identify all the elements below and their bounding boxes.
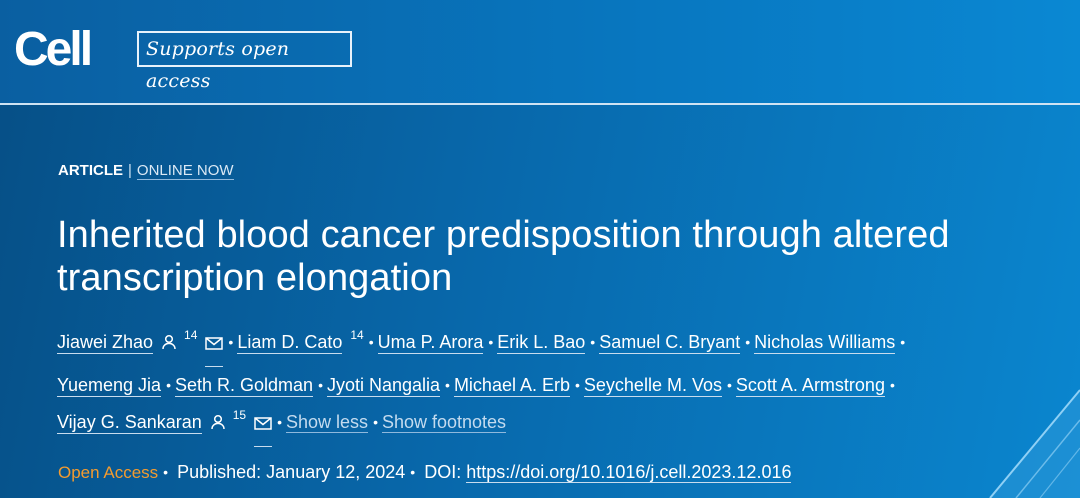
separator-dot: • (318, 376, 323, 393)
author-item[interactable]: Liam D. Cato 14 (237, 329, 364, 354)
published-date: January 12, 2024 (266, 462, 406, 482)
separator-dot: • (726, 376, 732, 393)
show-footnotes-button[interactable]: Show footnotes (381, 412, 507, 433)
author-name[interactable]: Scott A. Armstrong (735, 374, 885, 397)
author-name[interactable]: Erik L. Bao (497, 332, 586, 354)
author-name[interactable]: Seth R. Goldman (174, 374, 314, 397)
separator-dot: • (166, 376, 171, 393)
separator-dot: • (373, 414, 378, 430)
author-item[interactable]: Yuemeng Jia (57, 374, 162, 397)
footnote-number[interactable]: 14 (184, 328, 198, 342)
show-less-button[interactable]: Show less (286, 412, 369, 433)
published-label: Published: (177, 462, 262, 482)
mail-icon[interactable] (205, 326, 224, 367)
author-name[interactable]: Jiawei Zhao (57, 332, 154, 354)
footnote-number[interactable]: 14 (350, 328, 364, 342)
author-name[interactable]: Uma P. Arora (377, 332, 484, 354)
doi-label: DOI: (424, 462, 462, 482)
author-item[interactable]: Erik L. Bao (497, 332, 586, 354)
mail-icon[interactable] (254, 406, 273, 447)
person-icon[interactable] (211, 406, 225, 444)
author-item[interactable]: Samuel C. Bryant (599, 332, 741, 354)
author-item[interactable]: Jyoti Nangalia (326, 374, 441, 397)
author-name[interactable]: Yuemeng Jia (57, 374, 162, 397)
publication-info: Open Access • Published: January 12, 2024… (58, 460, 792, 485)
separator-dot: • (228, 334, 234, 350)
cell-logo[interactable]: Cell (14, 23, 93, 76)
site-header: Cell Supports open access (0, 0, 1080, 105)
author-item[interactable]: Nicholas Williams (754, 332, 896, 354)
footnote-number[interactable]: 15 (232, 408, 247, 422)
author-item[interactable]: Michael A. Erb (453, 374, 570, 397)
separator-dot: • (889, 376, 895, 393)
author-item[interactable]: Seth R. Goldman (174, 374, 314, 397)
separator-dot: • (745, 334, 751, 350)
separator-dot: • (445, 376, 450, 393)
doi-link[interactable]: https://doi.org/10.1016/j.cell.2023.12.0… (466, 462, 792, 483)
author-item[interactable]: Vijay G. Sankaran 15 (57, 409, 273, 447)
author-item[interactable]: Scott A. Armstrong (735, 374, 885, 397)
author-name[interactable]: Vijay G. Sankaran (57, 412, 202, 434)
article-type-separator: | (128, 162, 132, 179)
author-item[interactable]: Jiawei Zhao 14 (57, 329, 224, 367)
person-icon[interactable] (162, 326, 176, 364)
separator-dot: • (900, 334, 906, 350)
author-name[interactable]: Liam D. Cato (237, 332, 343, 354)
separator-dot: • (590, 334, 596, 350)
author-name[interactable]: Samuel C. Bryant (599, 332, 741, 354)
author-name[interactable]: Jyoti Nangalia (326, 374, 441, 397)
separator-dot: • (575, 376, 580, 393)
article-type-line: ARTICLE | ONLINE NOW (58, 162, 234, 180)
author-item[interactable]: Seychelle M. Vos (583, 374, 722, 397)
author-name[interactable]: Nicholas Williams (754, 332, 896, 354)
online-now-link[interactable]: ONLINE NOW (136, 162, 234, 180)
open-access-badge[interactable]: Supports open access (137, 31, 352, 92)
open-access-label[interactable]: Open Access (58, 463, 159, 482)
author-name[interactable]: Seychelle M. Vos (583, 374, 722, 397)
article-kind: ARTICLE (58, 162, 123, 179)
separator-dot: • (488, 334, 494, 350)
decorative-corner-lines (989, 389, 1080, 498)
author-name[interactable]: Michael A. Erb (453, 374, 570, 397)
author-item[interactable]: Uma P. Arora (377, 332, 484, 354)
article-title: Inherited blood cancer predisposition th… (57, 214, 950, 299)
separator-dot: • (277, 414, 283, 430)
author-list: Jiawei Zhao 14 • Liam D. Cato 14 • Uma P. Aror… (57, 324, 1077, 447)
separator-dot: • (368, 334, 374, 350)
separator-dot: • (163, 464, 169, 480)
separator-dot: • (410, 464, 416, 480)
